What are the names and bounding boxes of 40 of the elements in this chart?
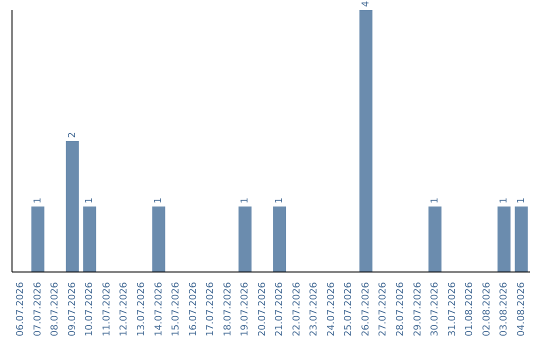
x-tick-label: 13.07.2026 [136,282,147,336]
x-tick-label: 09.07.2026 [66,282,78,336]
x-tick-label: 08.07.2026 [50,282,61,336]
x-tick-label: 23.07.2026 [308,282,320,336]
data-label: 1 [84,197,96,204]
x-tick-label: 21.07.2026 [274,282,286,336]
x-tick-label: 07.07.2026 [32,282,44,336]
data-label: 1 [32,197,44,204]
x-tick-label: 27.07.2026 [378,282,389,336]
data-label: 1 [240,197,251,204]
data-label: 2 [66,132,78,138]
x-tick-label: 20.07.2026 [256,282,268,336]
x-tick-label: 17.07.2026 [205,282,216,336]
x-tick-label: 22.07.2026 [291,282,302,336]
data-label: 1 [153,197,164,204]
x-tick-label: 15.07.2026 [170,282,182,336]
data-label: 1 [516,197,527,204]
data-label: 1 [274,197,286,204]
x-tick-label: 19.07.2026 [240,282,251,336]
x-tick-label: 28.07.2026 [395,282,406,336]
x-tick-label: 11.07.2026 [101,282,112,336]
x-tick-label: 31.07.2026 [446,282,458,336]
x-tick-label: 18.07.2026 [222,282,234,336]
x-tick-label: 24.07.2026 [326,282,337,336]
x-tick-label: 06.07.2026 [15,282,26,336]
x-tick-label: 16.07.2026 [188,282,199,336]
data-label: 1 [429,197,440,204]
x-tick-label: 12.07.2026 [118,282,130,336]
x-tick-label: 03.08.2026 [498,282,510,336]
x-tick-label: 04.08.2026 [516,282,527,336]
x-tick-label: 25.07.2026 [343,282,354,336]
x-tick-label: 26.07.2026 [360,282,372,336]
x-tick-label: 01.08.2026 [464,282,476,336]
x-tick-label: 14.07.2026 [153,282,164,336]
x-tick-label: 10.07.2026 [84,282,96,336]
x-tick-label: 29.07.2026 [412,282,424,336]
data-label: 4 [360,0,372,7]
data-label: 1 [498,197,510,204]
x-tick-label: 02.08.2026 [481,282,492,336]
x-tick-label: 30.07.2026 [430,282,441,336]
